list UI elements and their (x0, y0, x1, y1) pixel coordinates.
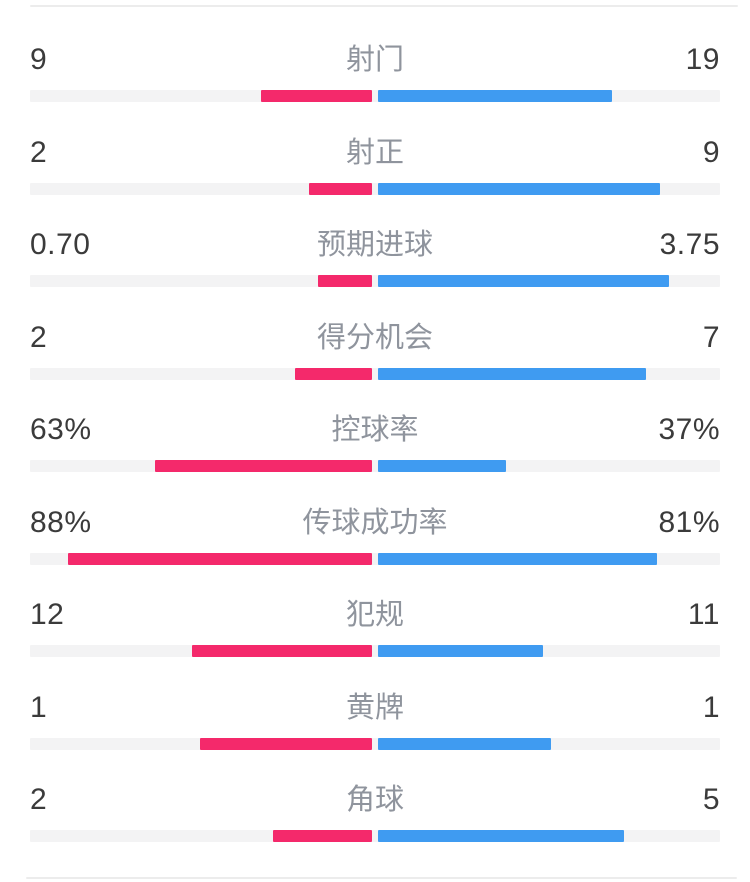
stat-label: 黄牌 (345, 691, 404, 724)
stat-label: 射门 (345, 44, 404, 76)
stat-row: 12 犯规 11 (30, 595, 720, 657)
away-bar (378, 275, 669, 287)
away-bar (378, 737, 551, 750)
stat-row: 1 黄牌 1 (30, 688, 720, 750)
away-value: 3.75 (659, 228, 720, 261)
home-value: 63% (30, 413, 92, 446)
home-bar (68, 552, 372, 565)
home-value: 2 (30, 135, 48, 169)
away-value: 19 (685, 43, 720, 76)
home-value: 9 (30, 43, 48, 76)
away-bar (378, 645, 543, 657)
stat-row: 88% 传球成功率 81% (30, 503, 720, 565)
stat-bar-track (30, 460, 720, 472)
stat-bar-track (30, 182, 720, 195)
stat-head: 0.70 预期进球 3.75 (30, 225, 720, 265)
away-bar (378, 830, 625, 842)
home-bar (295, 367, 372, 380)
stat-label: 预期进球 (316, 229, 433, 261)
stat-label: 犯规 (345, 599, 404, 631)
home-value: 2 (30, 320, 48, 354)
away-value: 9 (702, 135, 720, 169)
stat-head: 88% 传球成功率 81% (30, 503, 720, 543)
away-bar (378, 182, 661, 195)
home-value: 12 (30, 598, 65, 631)
stat-label: 得分机会 (316, 321, 433, 354)
stat-head: 9 射门 19 (30, 40, 720, 80)
stat-head: 12 犯规 11 (30, 595, 720, 635)
away-value: 11 (687, 598, 720, 631)
stat-bar-track (30, 275, 720, 287)
stat-row: 2 射正 9 (30, 133, 720, 195)
away-bar (378, 90, 613, 102)
home-value: 2 (30, 783, 48, 816)
stat-bar-track (30, 552, 720, 565)
stat-head: 2 得分机会 7 (30, 318, 720, 358)
top-divider (30, 5, 738, 7)
away-value: 37% (658, 413, 720, 446)
away-value: 7 (702, 320, 720, 354)
home-bar (273, 830, 372, 842)
away-value: 1 (702, 690, 720, 724)
stat-row: 9 射门 19 (30, 40, 720, 102)
home-bar (154, 460, 372, 472)
stat-label: 控球率 (331, 414, 419, 446)
home-value: 0.70 (30, 228, 91, 261)
stat-row: 2 角球 5 (30, 780, 720, 842)
stat-label: 传球成功率 (302, 506, 448, 539)
stat-label: 角球 (345, 784, 404, 816)
away-value: 5 (702, 783, 720, 816)
home-value: 1 (30, 690, 48, 724)
stat-head: 2 角球 5 (30, 780, 720, 820)
stat-label: 射正 (345, 136, 404, 169)
stat-bar-track (30, 645, 720, 657)
stat-row: 0.70 预期进球 3.75 (30, 225, 720, 287)
bottom-divider (26, 877, 737, 879)
stat-head: 63% 控球率 37% (30, 410, 720, 450)
home-bar (192, 645, 372, 657)
stat-bar-track (30, 830, 720, 842)
stat-bar-track (30, 737, 720, 750)
stat-head: 2 射正 9 (30, 133, 720, 173)
home-value: 88% (30, 505, 92, 539)
away-bar (378, 552, 658, 565)
stat-row: 63% 控球率 37% (30, 410, 720, 472)
away-value: 81% (658, 505, 720, 539)
home-bar (199, 737, 372, 750)
stat-bar-track (30, 90, 720, 102)
home-bar (261, 90, 372, 102)
home-bar (317, 275, 372, 287)
stat-bar-track (30, 367, 720, 380)
stat-row: 2 得分机会 7 (30, 318, 720, 380)
stats-list: 9 射门 19 2 射正 9 0.70 预期进球 3.75 (30, 0, 720, 873)
away-bar (378, 367, 647, 380)
stat-head: 1 黄牌 1 (30, 688, 720, 728)
away-bar (378, 460, 506, 472)
home-bar (309, 182, 372, 195)
